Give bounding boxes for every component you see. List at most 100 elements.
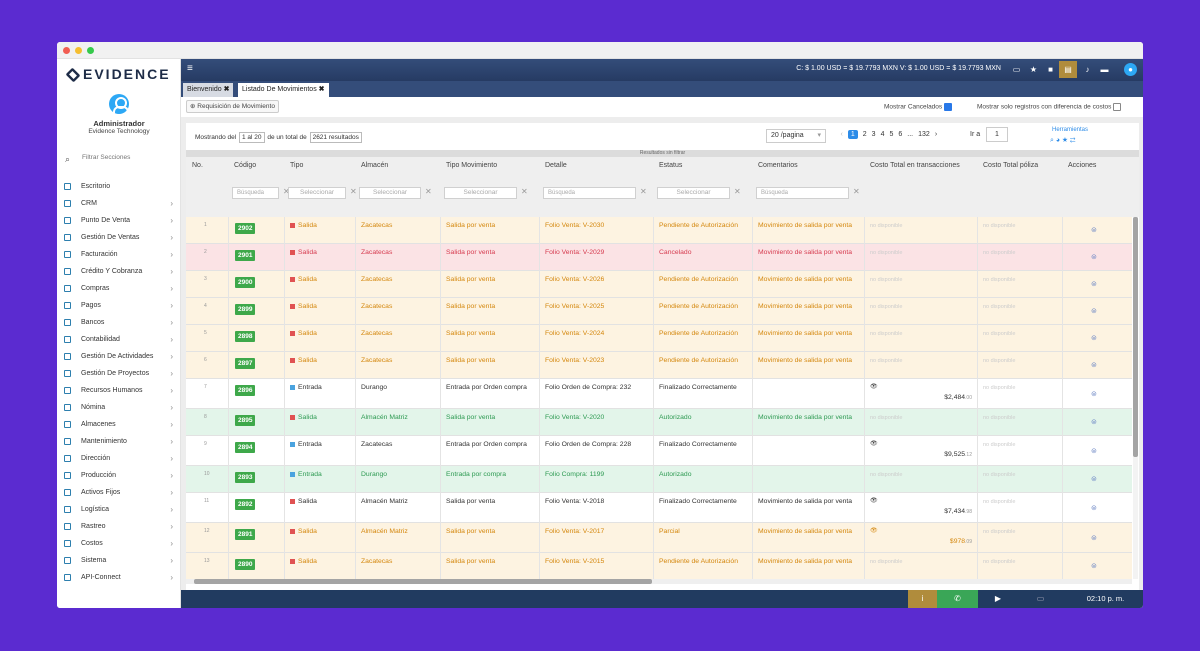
- actions-icon[interactable]: ⊜: [1091, 476, 1097, 483]
- table-row[interactable]: 11 2892 Salida Almacén Matriz Salida por ven…: [186, 493, 1132, 523]
- column-header[interactable]: Acciones: [1068, 162, 1097, 169]
- next-page-icon[interactable]: ›: [934, 131, 938, 138]
- sidebar-item[interactable]: Gestión De Ventas ›: [57, 229, 181, 246]
- sidebar-item[interactable]: Facturación ›: [57, 246, 181, 263]
- goto-page-input[interactable]: 1: [986, 127, 1008, 142]
- filter-select[interactable]: Seleccionar: [657, 187, 730, 199]
- clear-filter-icon[interactable]: ✕: [640, 187, 647, 196]
- view-icon[interactable]: 👁: [870, 498, 878, 504]
- search-icon[interactable]: ⌕: [1050, 137, 1056, 144]
- youtube-icon[interactable]: ▶: [994, 594, 1002, 603]
- info-icon[interactable]: i: [908, 590, 937, 608]
- vertical-scroll-thumb[interactable]: [1133, 217, 1138, 457]
- sidebar-item[interactable]: Logística ›: [57, 501, 181, 518]
- sidebar-item[interactable]: CRM ›: [57, 195, 181, 212]
- code-badge[interactable]: 2891: [235, 529, 256, 540]
- filter-search-input[interactable]: Búsqueda: [543, 187, 636, 199]
- column-header[interactable]: Detalle: [545, 162, 567, 169]
- column-header[interactable]: Estatus: [659, 162, 683, 169]
- code-badge[interactable]: 2897: [235, 358, 256, 369]
- prev-page-icon[interactable]: ‹: [840, 131, 843, 138]
- actions-icon[interactable]: ⊜: [1091, 308, 1097, 315]
- sidebar-item[interactable]: Contabilidad ›: [57, 331, 181, 348]
- sidebar-item[interactable]: Rastreo ›: [57, 518, 181, 535]
- table-row[interactable]: 6 2897 Salida Zacatecas Salida por venta Foli…: [186, 352, 1132, 379]
- sidebar-item[interactable]: Punto De Venta ›: [57, 212, 181, 229]
- sidebar-item[interactable]: Compras ›: [57, 280, 181, 297]
- show-cancelled-option[interactable]: Mostrar Cancelados: [884, 103, 953, 111]
- window-icon[interactable]: ■: [1048, 65, 1053, 74]
- filter-select[interactable]: Seleccionar: [444, 187, 517, 199]
- code-badge[interactable]: 2901: [235, 250, 256, 261]
- table-row[interactable]: 5 2898 Salida Zacatecas Salida por venta Foli…: [186, 325, 1132, 352]
- close-icon[interactable]: ✖: [318, 86, 325, 93]
- cloud-icon[interactable]: ◕: [1055, 137, 1063, 144]
- code-badge[interactable]: 2890: [235, 559, 256, 570]
- filter-select[interactable]: Seleccionar: [288, 187, 346, 199]
- actions-icon[interactable]: ⊜: [1091, 335, 1097, 342]
- message-icon[interactable]: ▬: [1100, 65, 1109, 74]
- refresh-icon[interactable]: ⇄: [1069, 137, 1078, 144]
- tools-label[interactable]: Herramientas: [1052, 127, 1089, 133]
- code-badge[interactable]: 2896: [235, 385, 256, 396]
- code-badge[interactable]: 2902: [235, 223, 256, 234]
- column-header[interactable]: Código: [234, 162, 257, 169]
- code-badge[interactable]: 2892: [235, 499, 256, 510]
- horizontal-scroll-thumb[interactable]: [194, 579, 652, 584]
- page-6[interactable]: 6: [898, 131, 903, 138]
- table-row[interactable]: 2 2901 Salida Zacatecas Salida por venta Foli…: [186, 244, 1132, 271]
- view-icon[interactable]: 👁: [870, 441, 878, 447]
- column-header[interactable]: Tipo: [290, 162, 304, 169]
- view-icon[interactable]: 👁: [870, 528, 878, 534]
- keyboard-icon[interactable]: ▭: [1036, 594, 1045, 603]
- filter-search-input[interactable]: Búsqueda: [232, 187, 279, 199]
- window-close-dot[interactable]: [63, 47, 70, 54]
- code-badge[interactable]: 2894: [235, 442, 256, 453]
- chat-icon[interactable]: ▤: [1059, 61, 1077, 78]
- table-row[interactable]: 13 2890 Salida Zacatecas Salida por venta Fol…: [186, 553, 1132, 579]
- vertical-scrollbar[interactable]: [1133, 217, 1138, 579]
- column-header[interactable]: Almacén: [361, 162, 389, 169]
- code-badge[interactable]: 2898: [235, 331, 256, 342]
- table-row[interactable]: 10 2893 Entrada Durango Entrada por compra Fo…: [186, 466, 1132, 493]
- page-1[interactable]: 1: [847, 130, 858, 139]
- sidebar-item[interactable]: Costos ›: [57, 535, 181, 552]
- sidebar-item[interactable]: Dirección ›: [57, 450, 181, 467]
- calculator-icon[interactable]: ▭: [1012, 65, 1021, 74]
- sidebar-item[interactable]: Bancos ›: [57, 314, 181, 331]
- sidebar-item[interactable]: Nómina ›: [57, 399, 181, 416]
- profile-icon[interactable]: ●: [1124, 63, 1137, 76]
- actions-icon[interactable]: ⊜: [1091, 362, 1097, 369]
- cost-diff-option[interactable]: Mostrar solo registros con diferencia de…: [977, 103, 1122, 111]
- tab-listado-movimientos[interactable]: Listado De Movimientos ✖: [238, 83, 329, 97]
- actions-icon[interactable]: ⊜: [1091, 227, 1097, 234]
- sidebar-item[interactable]: Almacenes ›: [57, 416, 181, 433]
- column-header[interactable]: No.: [192, 162, 203, 169]
- actions-icon[interactable]: ⊜: [1091, 419, 1097, 426]
- filter-select[interactable]: Seleccionar: [359, 187, 421, 199]
- page-3[interactable]: 3: [871, 131, 876, 138]
- tab-bienvenido[interactable]: Bienvenido ✖: [183, 83, 234, 97]
- bell-icon[interactable]: ♪: [1085, 65, 1090, 74]
- actions-icon[interactable]: ⊜: [1091, 563, 1097, 570]
- sidebar-item[interactable]: Mantenimiento ›: [57, 433, 181, 450]
- window-minimize-dot[interactable]: [75, 47, 82, 54]
- horizontal-scrollbar[interactable]: [186, 579, 1132, 584]
- clear-filter-icon[interactable]: ✕: [283, 187, 290, 196]
- show-cancelled-checkbox[interactable]: [944, 103, 953, 111]
- actions-icon[interactable]: ⊜: [1091, 448, 1097, 455]
- clear-filter-icon[interactable]: ✕: [521, 187, 528, 196]
- cost-diff-checkbox[interactable]: [1113, 103, 1122, 111]
- actions-icon[interactable]: ⊜: [1091, 535, 1097, 542]
- actions-icon[interactable]: ⊜: [1091, 254, 1097, 261]
- star-icon[interactable]: ★: [1029, 65, 1038, 74]
- sidebar-item[interactable]: Activos Fijos ›: [57, 484, 181, 501]
- view-icon[interactable]: 👁: [870, 384, 878, 390]
- column-header[interactable]: Costo Total en transacciones: [870, 162, 960, 169]
- user-avatar-icon[interactable]: [109, 94, 129, 114]
- hamburger-menu-icon[interactable]: ≡: [187, 63, 193, 74]
- table-row[interactable]: 12 2891 Salida Almacén Matriz Salida por ven…: [186, 523, 1132, 553]
- window-maximize-dot[interactable]: [87, 47, 94, 54]
- column-header[interactable]: Tipo Movimiento: [446, 162, 498, 169]
- table-row[interactable]: 9 2894 Entrada Zacatecas Entrada por Orden c…: [186, 436, 1132, 466]
